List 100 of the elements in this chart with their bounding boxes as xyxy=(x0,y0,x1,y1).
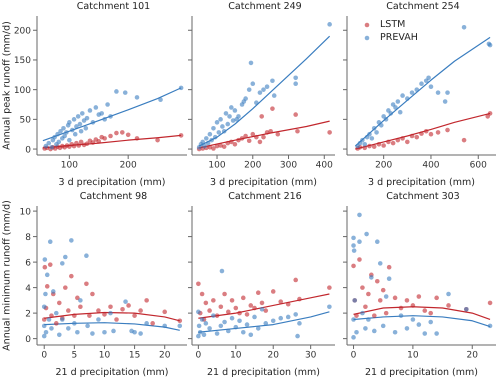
point xyxy=(102,117,107,122)
point xyxy=(122,90,128,95)
point xyxy=(211,298,216,303)
point xyxy=(445,128,450,132)
point xyxy=(234,324,238,330)
point xyxy=(56,332,62,338)
point xyxy=(236,138,241,142)
legend-label: LSTM xyxy=(380,18,406,31)
point xyxy=(222,128,226,134)
y-tick-label: 8 xyxy=(25,232,32,243)
point xyxy=(258,140,262,144)
point xyxy=(84,126,88,131)
point xyxy=(462,24,466,30)
point xyxy=(410,134,414,138)
point xyxy=(48,239,53,244)
point xyxy=(378,298,383,303)
point xyxy=(384,294,388,299)
x-tick-label: 0 xyxy=(195,350,202,360)
point xyxy=(286,314,291,320)
point xyxy=(220,124,225,129)
x-tick-label: 400 xyxy=(422,160,440,170)
point xyxy=(232,142,238,147)
point xyxy=(69,238,74,243)
point xyxy=(225,122,230,126)
point xyxy=(374,130,379,135)
x-tick-label: 10 xyxy=(407,350,419,360)
point xyxy=(357,257,362,262)
point xyxy=(162,324,168,328)
point xyxy=(49,326,54,331)
point xyxy=(46,140,52,146)
point xyxy=(378,123,384,128)
point xyxy=(258,90,262,95)
point xyxy=(260,300,264,306)
point xyxy=(90,140,96,145)
point xyxy=(80,111,85,116)
y-tick-label: 150 xyxy=(14,56,32,66)
point xyxy=(42,334,47,338)
point xyxy=(218,304,224,310)
point xyxy=(398,306,404,310)
point xyxy=(214,313,220,318)
point xyxy=(76,114,80,119)
point xyxy=(372,126,376,131)
point xyxy=(144,298,149,303)
point xyxy=(72,117,76,122)
point xyxy=(380,288,386,292)
point xyxy=(114,317,119,322)
point xyxy=(434,331,439,336)
point xyxy=(446,292,451,296)
point xyxy=(196,324,202,328)
point xyxy=(260,306,264,312)
line-series xyxy=(42,87,182,142)
point xyxy=(67,138,72,142)
point xyxy=(327,304,332,310)
point xyxy=(207,308,212,313)
point xyxy=(178,133,184,138)
point xyxy=(405,140,410,144)
point xyxy=(366,317,371,322)
point xyxy=(96,317,101,322)
point xyxy=(254,100,259,106)
point xyxy=(386,264,392,270)
point xyxy=(367,132,372,137)
point xyxy=(70,128,75,132)
point xyxy=(134,136,140,141)
point xyxy=(123,299,128,304)
point xyxy=(240,296,246,300)
point xyxy=(248,60,254,66)
point xyxy=(250,81,256,86)
point xyxy=(372,328,377,334)
point xyxy=(351,335,356,340)
point xyxy=(224,111,228,116)
point xyxy=(134,95,140,100)
point xyxy=(354,313,359,318)
point xyxy=(424,128,429,134)
point xyxy=(74,124,79,129)
point xyxy=(374,239,380,244)
point xyxy=(60,261,65,266)
point xyxy=(84,116,90,120)
point xyxy=(177,318,182,324)
point xyxy=(212,134,218,140)
point xyxy=(462,138,466,142)
point xyxy=(200,292,204,296)
point xyxy=(446,303,451,308)
x-tick-label: 20 xyxy=(268,350,280,360)
point xyxy=(293,312,298,317)
point xyxy=(58,128,63,134)
point xyxy=(297,321,302,326)
point xyxy=(240,330,246,335)
point xyxy=(428,84,434,89)
point xyxy=(488,111,492,116)
y-tick-label: 0 xyxy=(25,145,32,156)
point xyxy=(351,236,356,240)
point xyxy=(114,89,119,94)
point xyxy=(222,320,227,324)
point xyxy=(363,326,368,331)
point xyxy=(252,314,257,320)
point xyxy=(263,308,268,313)
point xyxy=(44,272,50,278)
point xyxy=(237,318,242,324)
point xyxy=(254,134,259,140)
point xyxy=(392,296,398,300)
